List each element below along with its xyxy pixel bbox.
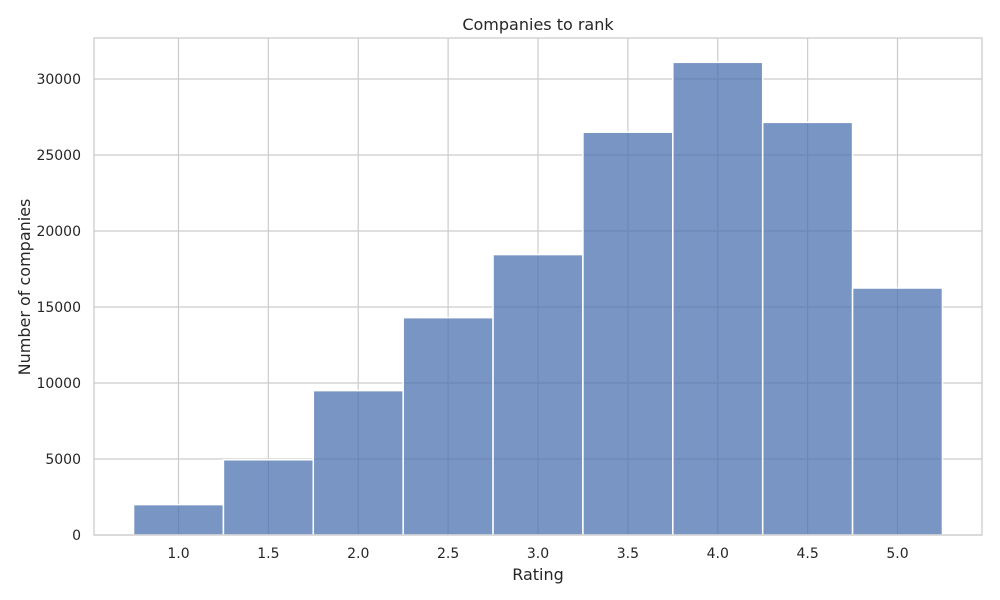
histogram-bar — [312, 389, 404, 536]
x-tick-label: 5.0 — [886, 546, 908, 562]
chart-title: Companies to rank — [462, 15, 614, 34]
x-tick-label: 4.5 — [797, 546, 819, 562]
histogram-bar — [132, 503, 225, 536]
plot-frame — [93, 37, 983, 536]
x-tick-label: 2.5 — [437, 546, 459, 562]
y-tick-label: 20000 — [36, 224, 81, 240]
histogram-bar — [851, 287, 944, 536]
x-tick-label: 4.0 — [707, 546, 729, 562]
y-tick-label: 5000 — [45, 452, 81, 468]
y-tick-label: 25000 — [36, 148, 81, 164]
y-tick-label: 15000 — [36, 300, 81, 316]
histogram-bar — [672, 61, 764, 536]
x-tick-label: 1.0 — [167, 546, 189, 562]
x-tick-label: 1.5 — [257, 546, 279, 562]
bars — [132, 61, 944, 536]
x-tick-label: 2.0 — [347, 546, 369, 562]
y-tick-label: 0 — [72, 528, 81, 544]
y-axis-title: Number of companies — [15, 199, 34, 376]
tick-labels: 1.0 1.5 2.0 2.5 3.0 3.5 4.0 4.5 5.0 0 5000 10000 150… — [36, 72, 908, 562]
histogram-bar — [582, 131, 674, 536]
histogram-bar — [761, 121, 854, 536]
x-axis-title: Rating — [512, 565, 564, 584]
y-tick-label: 30000 — [36, 72, 81, 88]
y-tick-label: 10000 — [36, 376, 81, 392]
x-tick-label: 3.5 — [617, 546, 639, 562]
histogram-bar — [222, 459, 315, 536]
histogram-bar — [402, 316, 494, 536]
x-tick-label: 3.0 — [527, 546, 549, 562]
histogram-bar — [492, 253, 584, 536]
